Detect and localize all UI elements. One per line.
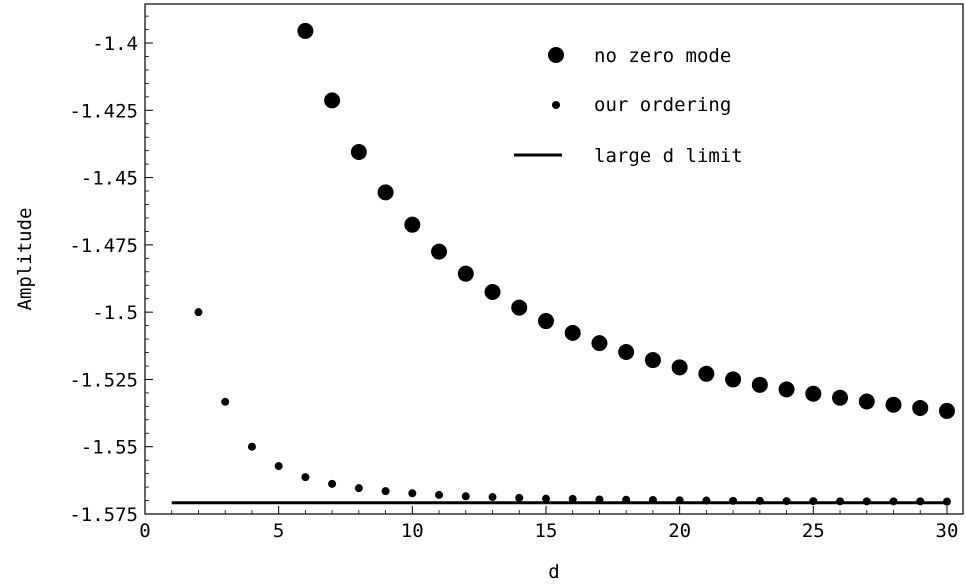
plot-area [171,22,955,506]
point-no-zero-mode [564,324,581,341]
point-no-zero-mode [457,265,474,282]
point-no-zero-mode [404,216,421,233]
point-our-ordering [435,490,444,499]
point-no-zero-mode [644,352,661,369]
point-no-zero-mode [350,144,367,161]
point-our-ordering [274,462,283,471]
point-no-zero-mode [511,299,528,316]
point-no-zero-mode [324,92,341,109]
point-our-ordering [408,489,417,498]
point-no-zero-mode [537,313,554,330]
plot-frame [144,3,964,515]
point-no-zero-mode [778,381,795,398]
point-no-zero-mode [912,399,929,416]
y-axis-label: Amplitude [14,208,36,311]
point-our-ordering [515,493,524,502]
point-no-zero-mode [832,389,849,406]
point-no-zero-mode [858,393,875,410]
legend: no zero mode our ordering large d limit [514,45,743,167]
y-tick-label: -1.55 [81,437,138,459]
x-tick-label: 10 [401,520,424,542]
point-no-zero-mode [671,359,688,376]
point-our-ordering [328,479,337,488]
point-our-ordering [541,494,550,503]
point-no-zero-mode [484,283,501,300]
point-no-zero-mode [938,402,955,419]
x-tick-label: 0 [139,520,150,542]
y-tick-label: -1.575 [69,504,138,526]
x-tick-label: 25 [802,520,825,542]
point-no-zero-mode [698,365,715,382]
y-tick-label: -1.5 [92,302,138,324]
y-tick-label: -1.525 [69,369,138,391]
point-our-ordering [221,397,230,406]
point-no-zero-mode [377,184,394,201]
point-no-zero-mode [297,22,314,39]
legend-label-no-zero-mode: no zero mode [594,45,731,67]
point-no-zero-mode [431,243,448,260]
y-tick-label: -1.4 [92,33,138,55]
point-our-ordering [461,492,470,501]
y-axis: -1.4 -1.425 -1.45 -1.475 -1.5 -1.525 -1.55 -1.5… [69,15,153,526]
point-our-ordering [301,473,310,482]
point-no-zero-mode [725,371,742,388]
x-axis-label: d [548,561,559,583]
x-tick-label: 20 [668,520,691,542]
point-our-ordering [354,484,363,493]
x-axis: 0 5 10 15 20 25 30 [139,506,958,542]
point-our-ordering [381,487,390,496]
legend-label-our-ordering: our ordering [594,94,731,116]
point-no-zero-mode [618,343,635,360]
legend-marker-no-zero-mode [548,47,564,63]
point-no-zero-mode [591,335,608,352]
point-our-ordering [247,442,256,451]
legend-label-large-d-limit: large d limit [594,145,743,167]
y-tick-label: -1.45 [81,168,138,190]
point-no-zero-mode [805,385,822,402]
point-our-ordering [194,308,203,317]
point-our-ordering [568,494,577,503]
x-tick-label: 30 [936,520,959,542]
y-tick-label: -1.475 [69,235,138,257]
x-tick-label: 15 [535,520,558,542]
point-no-zero-mode [885,396,902,413]
y-tick-label: -1.425 [69,100,138,122]
point-no-zero-mode [751,376,768,393]
x-tick-label: 5 [273,520,284,542]
legend-marker-our-ordering [552,101,560,109]
point-our-ordering [488,493,497,502]
